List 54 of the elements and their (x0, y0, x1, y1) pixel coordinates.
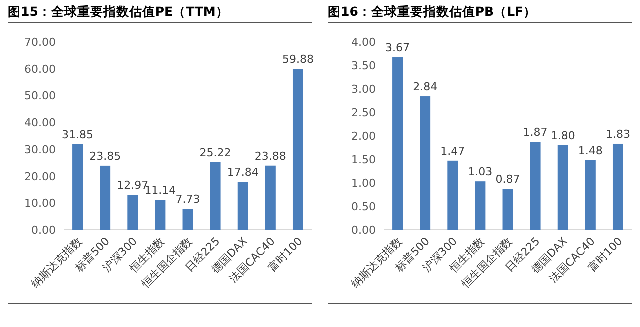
chart-title: 图15：全球重要指数估值PE（TTM） (8, 4, 229, 19)
bar (265, 166, 276, 230)
data-label: 12.97 (117, 179, 149, 192)
data-label: 59.88 (282, 53, 314, 66)
y-tick-label: 3.00 (352, 83, 376, 96)
bar (392, 58, 404, 230)
bar (502, 189, 514, 230)
data-label: 17.84 (227, 166, 259, 180)
y-tick-label: 40.00 (24, 116, 56, 130)
data-label: 1.80 (550, 129, 576, 142)
y-tick-label: 0.00 (352, 224, 376, 237)
bar (210, 162, 221, 230)
bar (475, 182, 486, 230)
data-label: 23.85 (90, 150, 122, 163)
bar (292, 69, 304, 230)
bar (182, 209, 194, 230)
data-label: 2.84 (413, 80, 438, 94)
bar (238, 182, 248, 230)
y-tick-label: 2.00 (352, 130, 376, 143)
bar (100, 166, 111, 230)
y-tick-label: 50.00 (24, 90, 56, 103)
y-tick-label: 30.00 (24, 143, 56, 156)
bar (128, 195, 138, 230)
chart-title: 图16：全球重要指数估值PB（LF） (328, 4, 537, 19)
data-label: 23.88 (254, 150, 286, 163)
data-label: 3.67 (386, 42, 410, 55)
y-tick-label: 0.00 (32, 224, 56, 237)
y-tick-label: 60.00 (24, 62, 56, 76)
data-label: 1.03 (468, 166, 493, 179)
data-label: 25.22 (200, 146, 232, 160)
y-tick-label: 70.00 (24, 36, 56, 49)
y-tick-label: 2.50 (352, 106, 376, 120)
bar (612, 144, 624, 230)
data-label: 0.87 (496, 173, 520, 186)
y-tick-label: 4.00 (352, 36, 376, 49)
data-label: 1.48 (578, 144, 603, 158)
bar (420, 96, 431, 230)
bar (155, 200, 166, 230)
y-tick-label: 1.00 (352, 177, 376, 190)
data-label: 1.87 (523, 126, 548, 140)
data-label: 31.85 (62, 128, 94, 142)
y-tick-label: 3.50 (352, 60, 376, 72)
y-tick-label: 10.00 (24, 197, 56, 210)
bar (448, 160, 458, 230)
bar (530, 142, 541, 230)
data-label: 7.73 (176, 193, 200, 206)
data-label: 1.47 (440, 144, 466, 158)
y-tick-label: 20.00 (24, 170, 56, 184)
data-label: 1.83 (606, 128, 630, 141)
y-tick-label: 1.50 (352, 154, 376, 166)
y-tick-label: 0.50 (352, 200, 376, 214)
bar (558, 145, 568, 230)
bar (585, 160, 596, 230)
bar (72, 144, 84, 230)
